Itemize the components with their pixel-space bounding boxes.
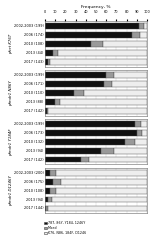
Bar xyxy=(45,72,106,78)
Bar xyxy=(45,197,48,202)
X-axis label: Frequency, %: Frequency, % xyxy=(81,5,111,9)
Bar xyxy=(135,139,147,145)
Bar xyxy=(45,81,104,87)
Bar xyxy=(48,205,147,211)
Bar xyxy=(141,121,147,127)
Bar xyxy=(47,108,48,114)
Y-axis label: pfcrt K76T: pfcrt K76T xyxy=(9,34,13,54)
Bar xyxy=(45,170,50,176)
Bar xyxy=(103,41,147,47)
Legend: 787, 86Y, Y184, 1246Y, Mixed, K76, N86, 184F, D1246: 787, 86Y, Y184, 1246Y, Mixed, K76, N86, … xyxy=(44,221,87,235)
Bar xyxy=(112,81,147,87)
Bar xyxy=(60,99,147,105)
Bar xyxy=(140,32,147,38)
Bar xyxy=(137,130,142,136)
Bar xyxy=(104,81,112,87)
Bar xyxy=(56,188,147,194)
Bar xyxy=(45,205,46,211)
Bar xyxy=(139,23,144,29)
Bar xyxy=(84,90,147,96)
Bar xyxy=(53,50,58,56)
Y-axis label: pfmdr1 N86Y: pfmdr1 N86Y xyxy=(9,80,13,106)
Bar xyxy=(114,148,147,154)
Bar xyxy=(144,23,147,29)
Bar xyxy=(89,157,147,162)
Bar xyxy=(48,59,50,65)
Bar xyxy=(132,32,140,38)
Bar xyxy=(101,148,114,154)
Bar xyxy=(45,188,50,194)
Bar xyxy=(45,139,124,145)
Bar xyxy=(81,157,89,162)
Bar xyxy=(45,50,53,56)
Bar xyxy=(48,197,52,202)
Bar xyxy=(61,179,147,185)
Bar xyxy=(45,121,135,127)
Bar xyxy=(45,90,74,96)
Bar xyxy=(50,59,147,65)
Bar xyxy=(52,197,147,202)
Bar xyxy=(45,59,48,65)
Bar xyxy=(45,148,101,154)
Bar xyxy=(114,72,147,78)
Y-axis label: pfmdr1 Y184F: pfmdr1 Y184F xyxy=(9,128,13,155)
Bar xyxy=(45,130,137,136)
Bar xyxy=(45,108,47,114)
Bar xyxy=(91,41,103,47)
Bar xyxy=(45,32,132,38)
Bar xyxy=(124,139,135,145)
Bar xyxy=(45,179,53,185)
Bar xyxy=(53,179,61,185)
Bar xyxy=(56,170,147,176)
Bar xyxy=(45,23,139,29)
Bar xyxy=(106,72,114,78)
Bar xyxy=(45,99,55,105)
Bar xyxy=(58,50,147,56)
Bar xyxy=(50,170,56,176)
Bar xyxy=(45,41,91,47)
Bar xyxy=(45,157,81,162)
Bar xyxy=(48,108,147,114)
Bar xyxy=(142,130,147,136)
Bar xyxy=(50,188,56,194)
Bar xyxy=(74,90,84,96)
Bar xyxy=(55,99,60,105)
Bar xyxy=(135,121,141,127)
Bar xyxy=(46,205,48,211)
Y-axis label: pfmdr1 D1246Y: pfmdr1 D1246Y xyxy=(9,175,13,206)
